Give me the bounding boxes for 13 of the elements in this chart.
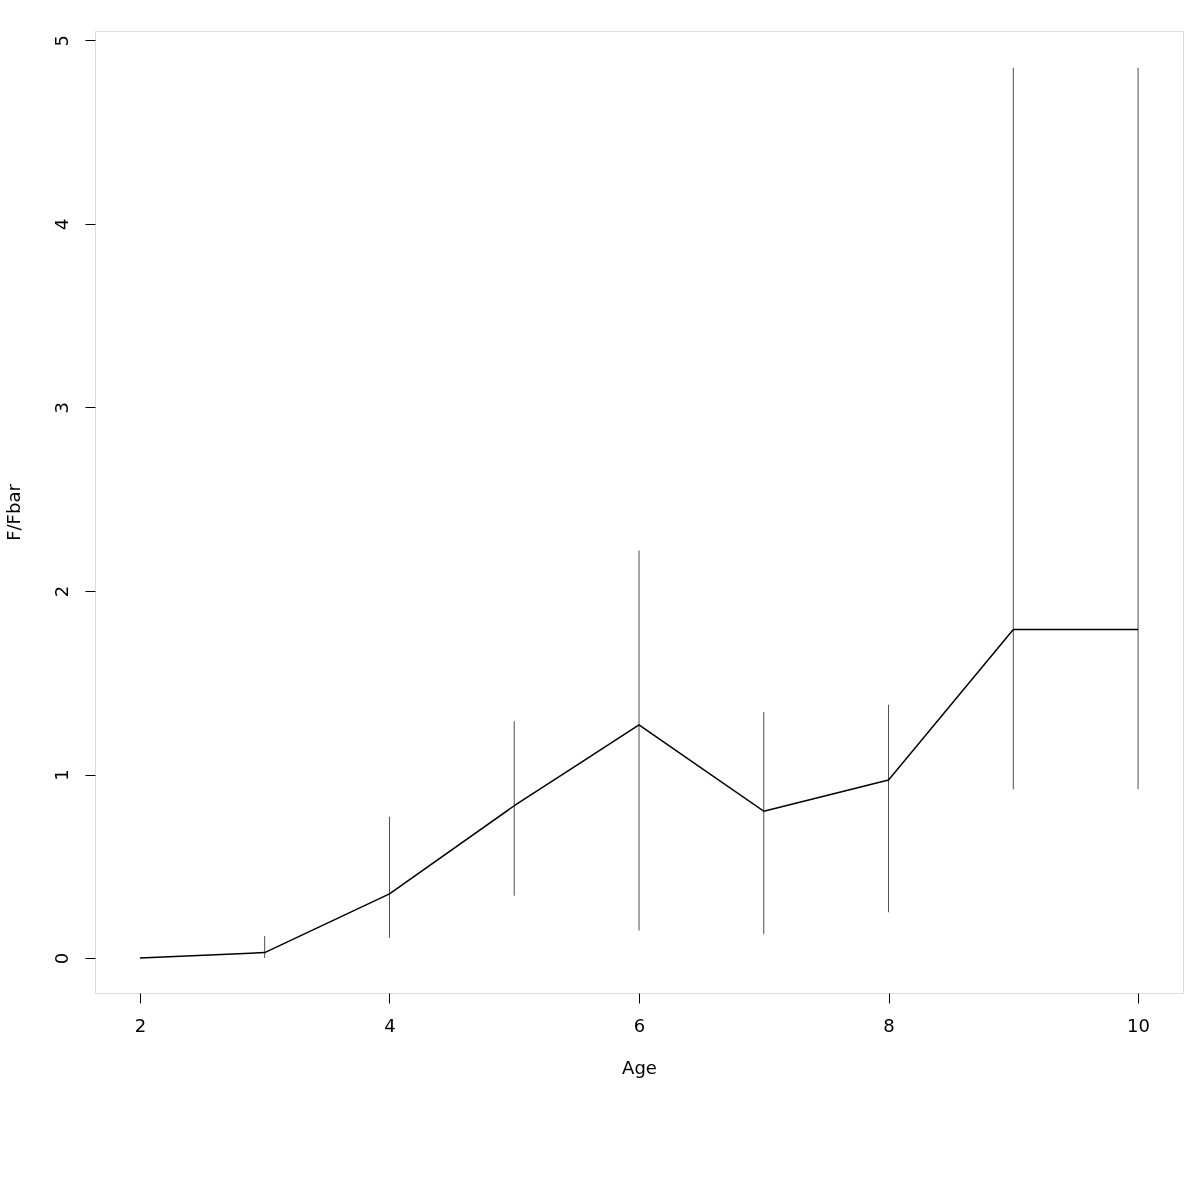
y-tick-label: 4 bbox=[50, 218, 72, 230]
x-tick-label: 10 bbox=[1127, 1014, 1151, 1036]
x-tick-label: 6 bbox=[633, 1014, 646, 1036]
y-axis-title: F/Fbar bbox=[2, 483, 24, 541]
x-axis-title: Age bbox=[622, 1056, 657, 1078]
y-tick-label: 2 bbox=[50, 585, 72, 598]
y-tick-label: 1 bbox=[50, 769, 72, 781]
y-tick-label: 0 bbox=[50, 952, 72, 965]
x-tick-label: 4 bbox=[384, 1014, 396, 1036]
x-tick-label: 8 bbox=[883, 1014, 895, 1036]
x-tick-label: 2 bbox=[134, 1014, 147, 1036]
y-tick-label: 5 bbox=[50, 34, 72, 47]
y-tick-label: 3 bbox=[50, 402, 72, 414]
